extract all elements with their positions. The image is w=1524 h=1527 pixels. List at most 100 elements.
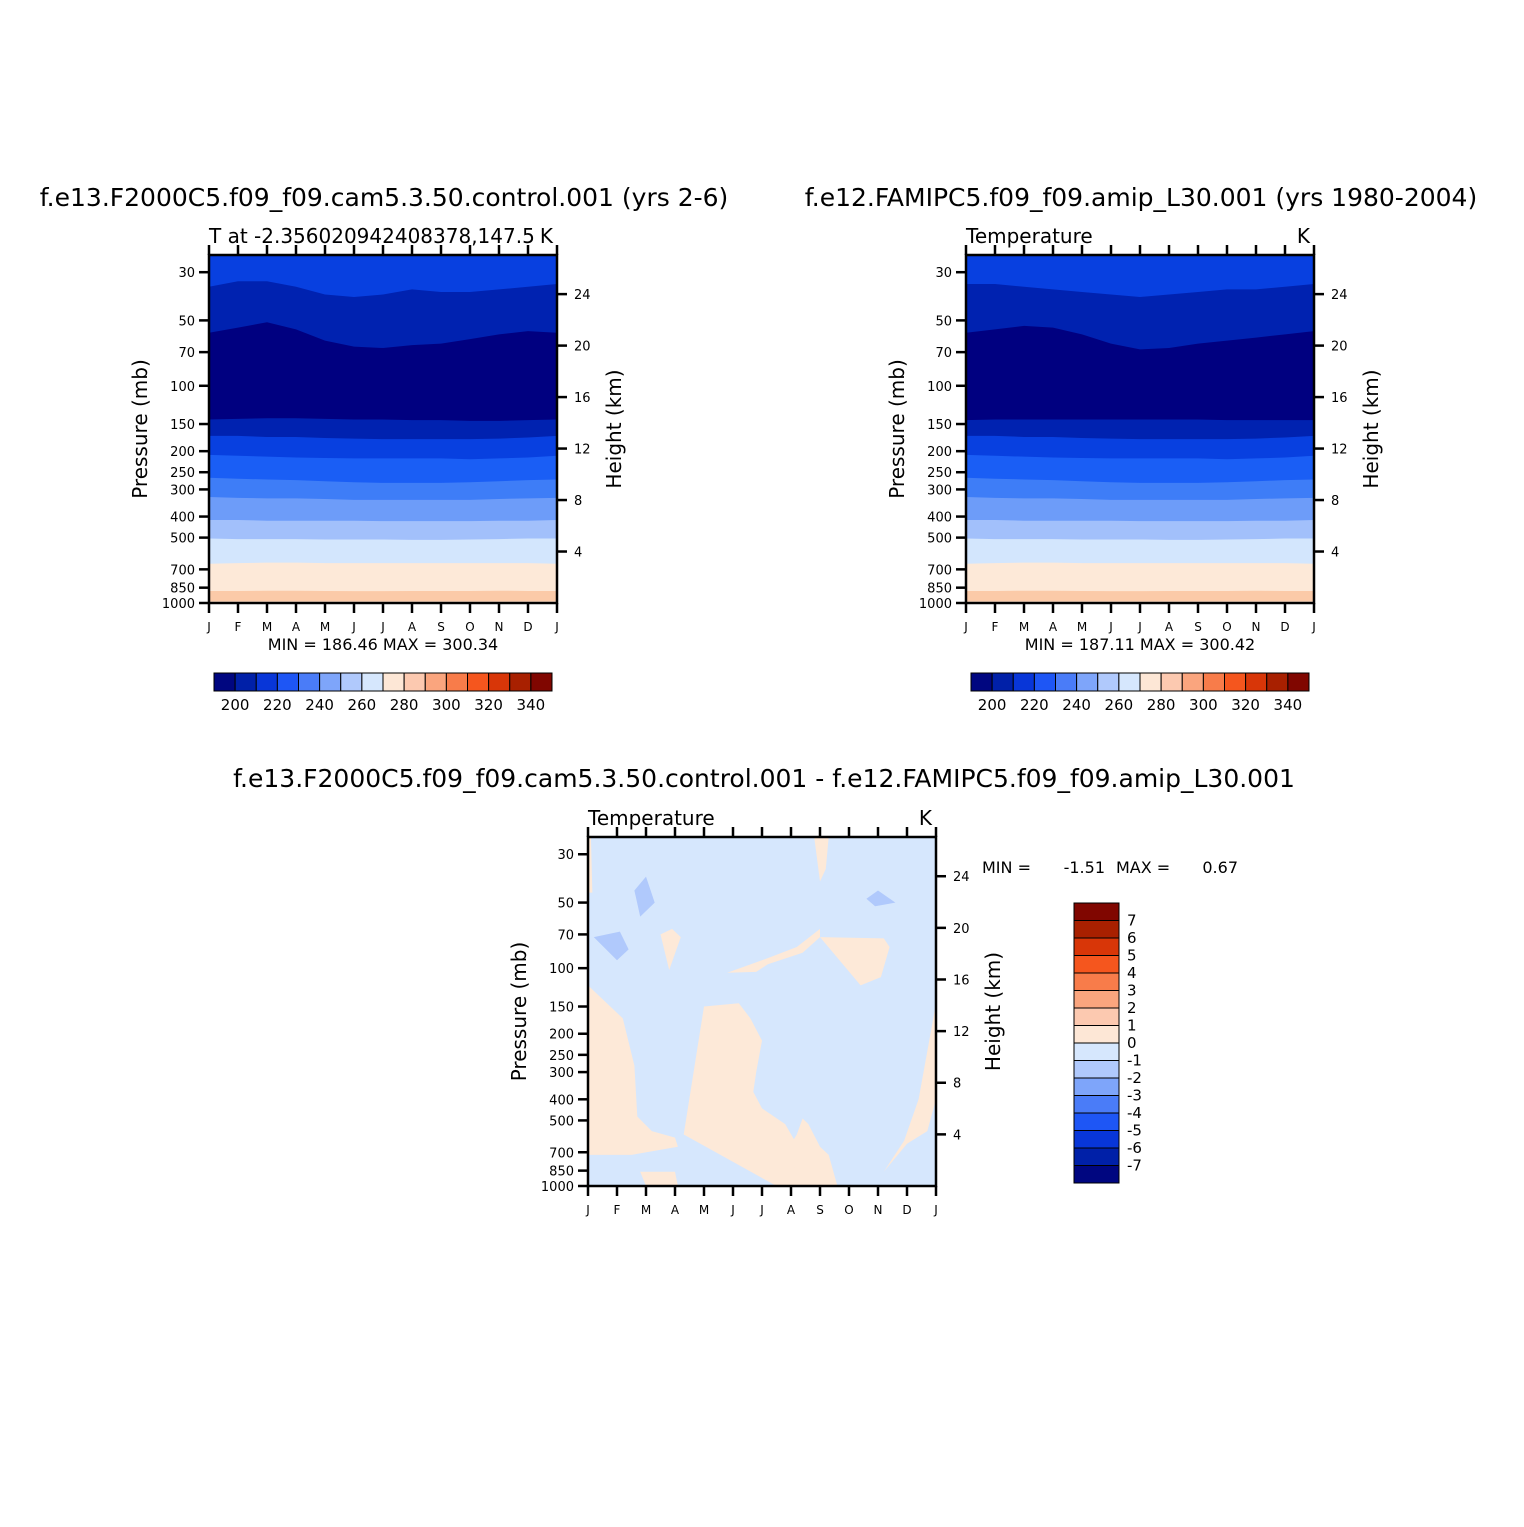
colorbar-swatch <box>1073 955 1120 974</box>
subtitle-left: Temperature <box>587 806 715 830</box>
x-tick-label: O <box>844 1203 853 1217</box>
y-tick-label: 50 <box>178 314 195 329</box>
colorbar-label: 280 <box>390 696 419 714</box>
x-tick-label: M <box>641 1203 651 1217</box>
y-axis-label-right: Height (km) <box>1359 369 1383 488</box>
colorbar-swatch <box>298 672 321 692</box>
stats-min-label: MIN = <box>982 858 1031 877</box>
colorbar-label: -2 <box>1127 1069 1142 1087</box>
colorbar-swatch <box>424 672 447 692</box>
x-tick-label: J <box>554 620 559 634</box>
colorbar-swatch <box>361 672 384 692</box>
panel-difference: f.e13.F2000C5.f09_f09.cam5.3.50.control.… <box>233 764 1295 1217</box>
x-tick-label: S <box>437 620 445 634</box>
colorbar-label: 200 <box>221 696 250 714</box>
y-tick-label: 50 <box>557 897 574 912</box>
y-tick-label: 250 <box>549 1049 574 1064</box>
height-tick-label: 24 <box>1331 288 1348 303</box>
colorbar-label: 2 <box>1127 999 1137 1017</box>
y-tick-label: 300 <box>927 483 952 498</box>
x-tick-label: D <box>1280 620 1289 634</box>
contour-band-290 <box>209 590 557 603</box>
colorbar-label: 6 <box>1127 929 1137 947</box>
colorbar-label: -1 <box>1127 1052 1142 1070</box>
x-tick-label: N <box>495 620 504 634</box>
colorbar-swatch <box>1055 672 1078 692</box>
x-tick-label: A <box>1049 620 1058 634</box>
positive-region <box>683 1003 838 1186</box>
height-tick-label: 12 <box>953 1025 970 1040</box>
y-axis-label: Pressure (mb) <box>885 359 909 499</box>
colorbar-label: 340 <box>517 696 546 714</box>
colorbar-swatch <box>1160 672 1183 692</box>
y-tick-label: 100 <box>927 380 952 395</box>
y-tick-label: 200 <box>170 445 195 460</box>
positive-region <box>762 1166 803 1174</box>
y-tick-label: 400 <box>927 511 952 526</box>
colorbar-label: 260 <box>1105 696 1134 714</box>
colorbar-swatch <box>488 672 511 692</box>
height-tick-label: 16 <box>574 391 591 406</box>
colorbar-label: 300 <box>432 696 461 714</box>
height-tick-label: 4 <box>1331 546 1339 561</box>
colorbar-label: 5 <box>1127 947 1137 965</box>
colorbar-label: 220 <box>263 696 292 714</box>
y-tick-label: 500 <box>170 532 195 547</box>
colorbar-label: 200 <box>978 696 1007 714</box>
colorbar-swatch <box>1073 1147 1120 1166</box>
y-tick-label: 1000 <box>919 597 952 612</box>
stats-max-value: 0.67 <box>1202 858 1238 877</box>
colorbar-swatch <box>1073 920 1120 939</box>
colorbar-swatch <box>1139 672 1162 692</box>
colorbar-swatch <box>467 672 490 692</box>
colorbar-swatch <box>530 672 553 692</box>
colorbar-label: 4 <box>1127 964 1137 982</box>
height-tick-label: 8 <box>574 494 582 509</box>
positive-region <box>640 1171 678 1186</box>
height-tick-label: 12 <box>574 443 591 458</box>
colorbar-swatch <box>1181 672 1204 692</box>
colorbar-label: 220 <box>1020 696 1049 714</box>
colorbar-label: 320 <box>1231 696 1260 714</box>
x-tick-label: A <box>671 1203 680 1217</box>
y-tick-label: 30 <box>935 266 952 281</box>
colorbar-swatch <box>1076 672 1099 692</box>
colorbar-label: 3 <box>1127 982 1137 1000</box>
positive-region <box>727 928 820 973</box>
x-tick-label: J <box>351 620 356 634</box>
colorbar-label: -5 <box>1127 1122 1142 1140</box>
colorbar-label: 280 <box>1147 696 1176 714</box>
negative-region <box>634 876 655 917</box>
subtitle-right: K <box>540 224 554 248</box>
colorbar-label: 340 <box>1274 696 1303 714</box>
colorbar-label: 7 <box>1127 912 1137 930</box>
colorbar-swatch <box>1073 1060 1120 1079</box>
y-tick-label: 30 <box>557 848 574 863</box>
x-tick-label: F <box>614 1203 621 1217</box>
y-tick-label: 70 <box>935 346 952 361</box>
x-tick-label: J <box>380 620 385 634</box>
colorbar-swatch <box>1073 1165 1120 1184</box>
colorbar-swatch <box>1224 672 1247 692</box>
x-tick-label: J <box>933 1203 938 1217</box>
colorbar-swatch <box>1073 972 1120 991</box>
colorbar-swatch <box>1266 672 1289 692</box>
x-tick-label: M <box>1019 620 1029 634</box>
colorbar-label: 300 <box>1189 696 1218 714</box>
y-tick-label: 850 <box>170 582 195 597</box>
stats-min-value: -1.51 <box>1064 858 1105 877</box>
colorbar-swatch <box>1073 1025 1120 1044</box>
subtitle-left: Temperature <box>965 224 1093 248</box>
colorbar-swatch <box>445 672 468 692</box>
y-axis-label-right: Height (km) <box>602 369 626 488</box>
y-tick-label: 250 <box>170 466 195 481</box>
x-tick-label: O <box>1222 620 1231 634</box>
height-tick-label: 20 <box>1331 340 1348 355</box>
colorbar-label: -3 <box>1127 1087 1142 1105</box>
x-tick-label: J <box>963 620 968 634</box>
x-tick-label: A <box>787 1203 796 1217</box>
x-tick-label: J <box>759 1203 764 1217</box>
y-tick-label: 150 <box>170 418 195 433</box>
colorbar-swatch <box>1118 672 1141 692</box>
